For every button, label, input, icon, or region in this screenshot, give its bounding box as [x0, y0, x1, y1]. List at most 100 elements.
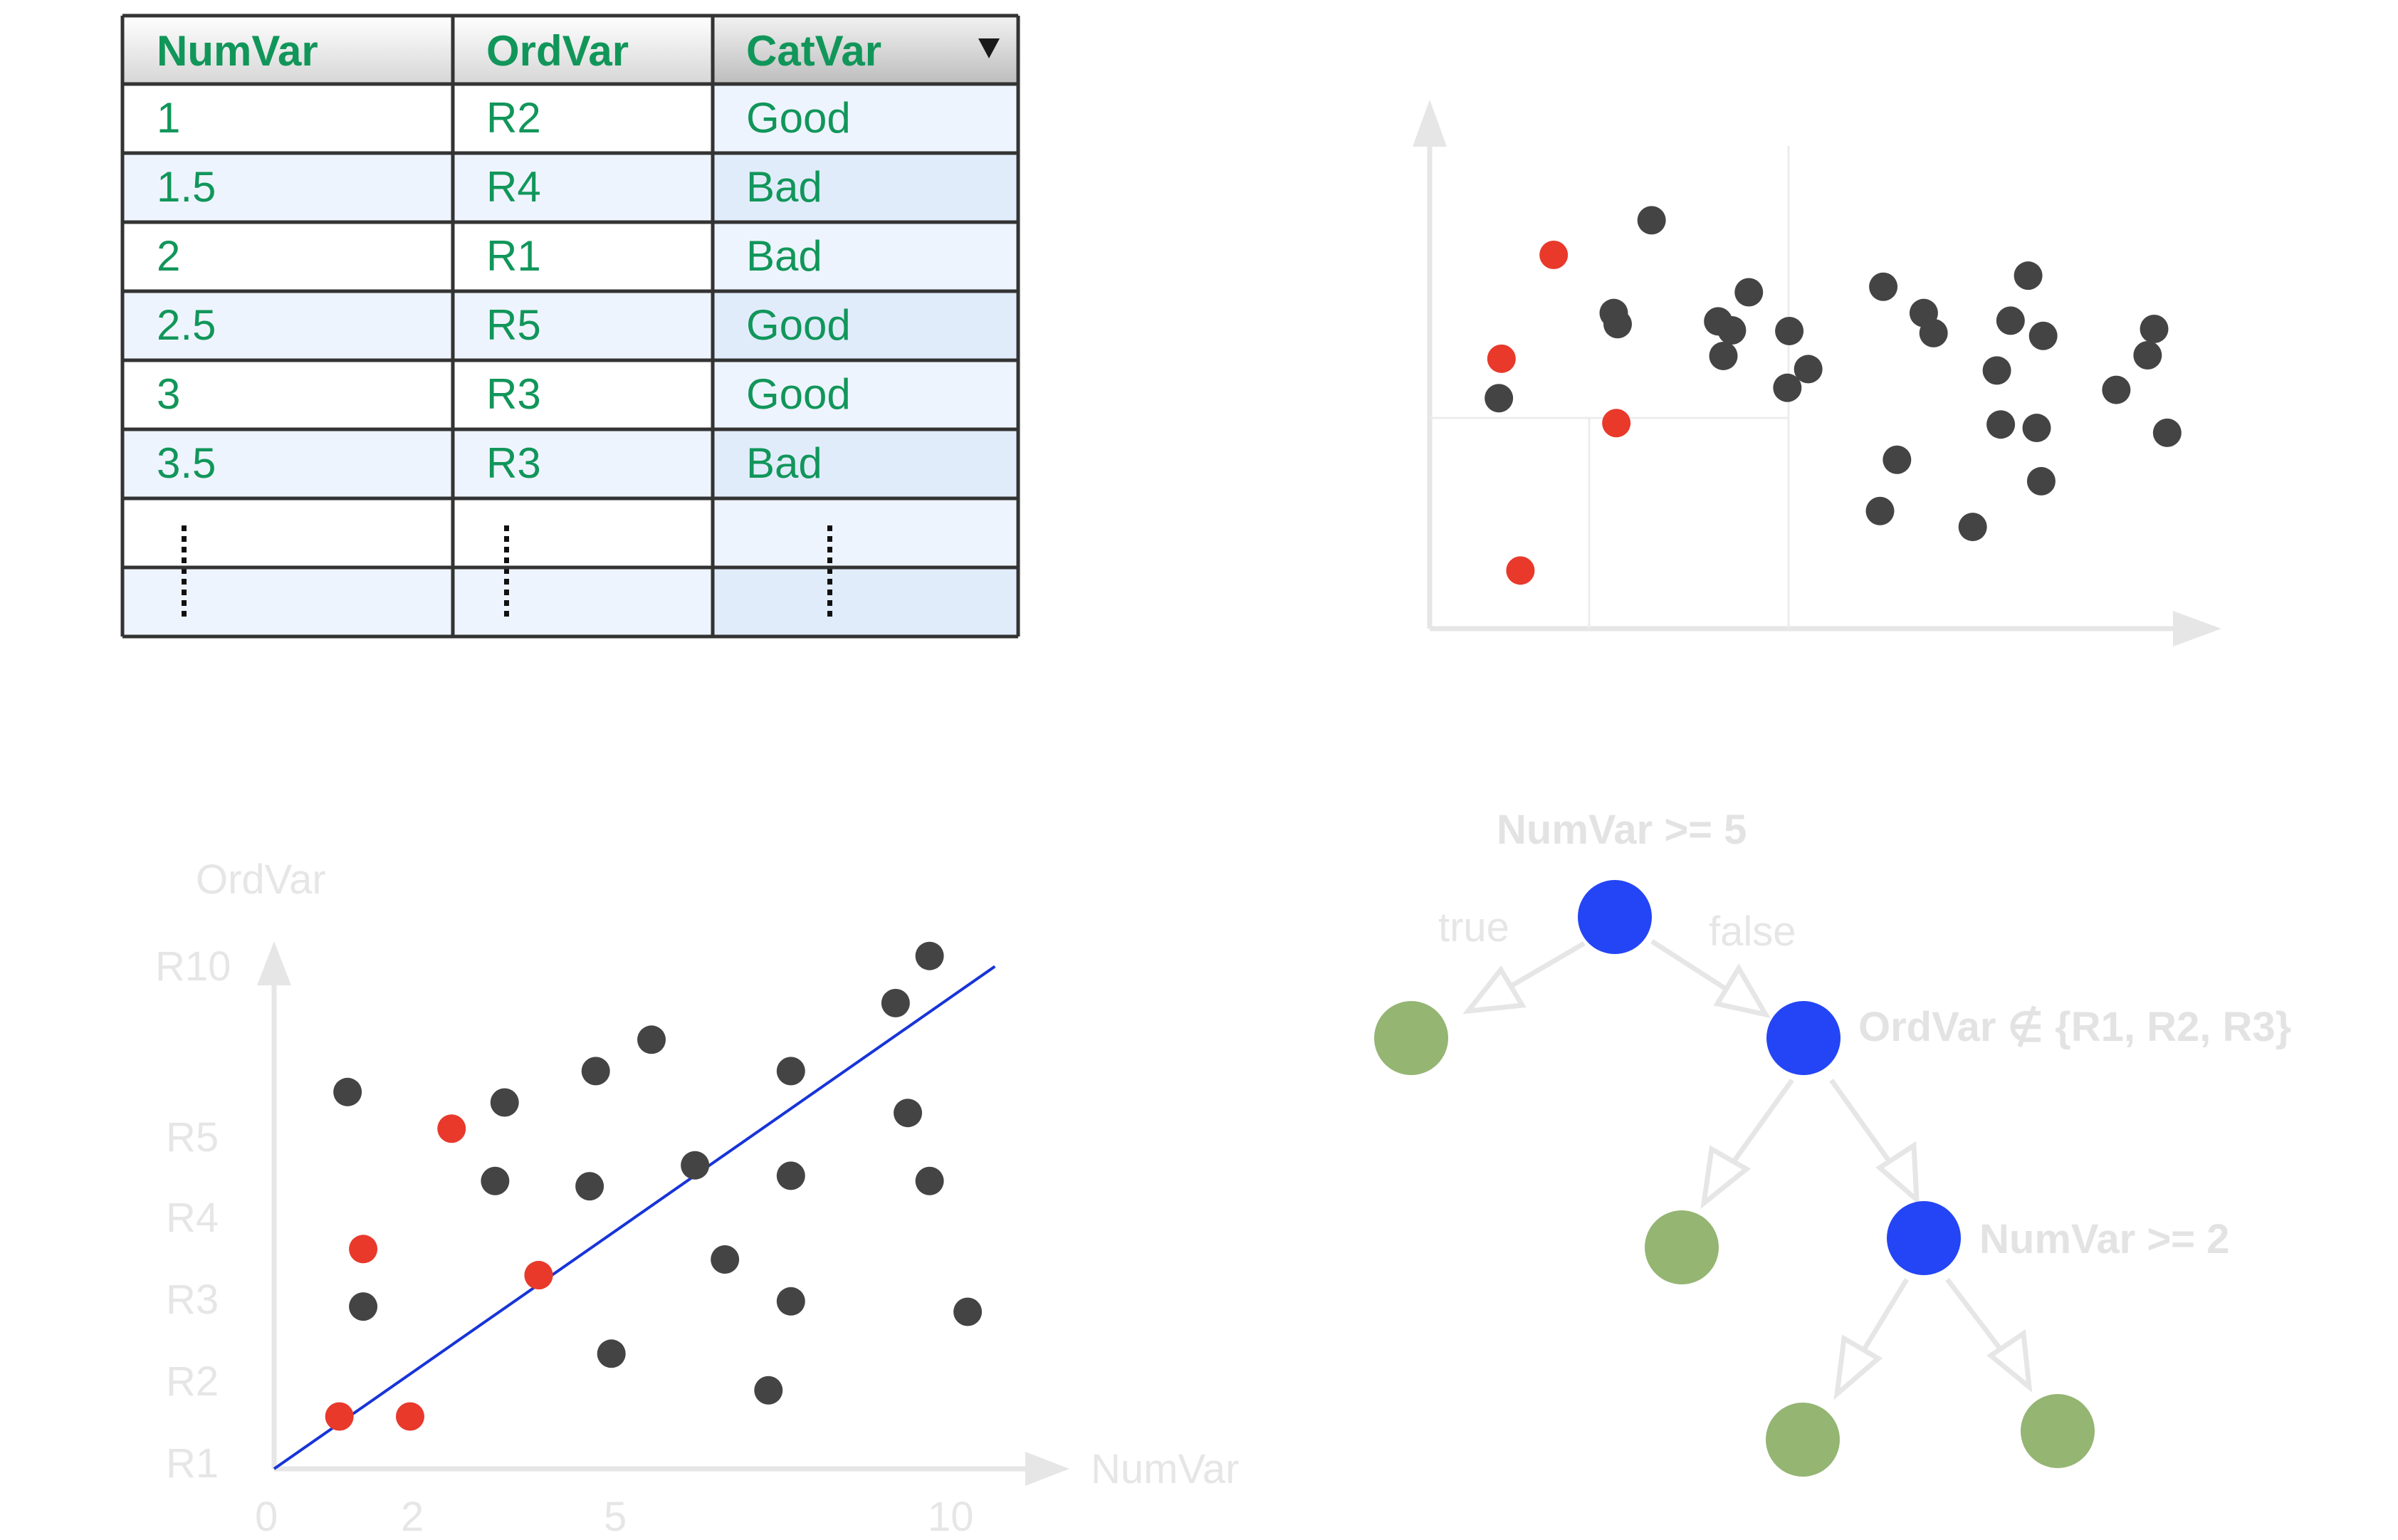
table-cell: 2.5: [157, 301, 216, 349]
scatter-point: [1773, 373, 1802, 402]
decision-tree: NumVar >= 5 true false OrdVar ∉ {R1, R2,…: [1374, 807, 2291, 1477]
ellipsis-dot: [827, 525, 832, 531]
scatter-point: [575, 1172, 604, 1201]
table-cell-bg: [713, 498, 1018, 567]
table-grid-lines: [120, 14, 1020, 639]
scatter-point: [1734, 278, 1764, 307]
scatter-point: [1919, 318, 1948, 347]
scatter-point: [1869, 272, 1898, 301]
tree-nodes: [1374, 880, 2095, 1477]
partition-y-arrowhead: [1413, 100, 1447, 147]
table-cell: R1: [486, 232, 541, 280]
ellipsis-dot: [504, 590, 509, 595]
scatter-point: [1717, 315, 1747, 345]
x-tick-label: 2: [401, 1494, 424, 1540]
scatter-point: [953, 1297, 983, 1326]
regression-y-axis-label: OrdVar: [196, 857, 326, 903]
ellipsis-dot: [182, 536, 187, 542]
y-tick-label: R3: [166, 1277, 219, 1323]
table-cell-bg: [122, 567, 453, 637]
arrowhead-split2-left: [1700, 1145, 1752, 1210]
table-cell: Bad: [746, 232, 822, 280]
tree-edge-arrowheads: [1462, 963, 2033, 1400]
partition-points: [1485, 206, 2182, 585]
scatter-point-highlight: [349, 1235, 378, 1264]
table-row: 1 R2 Good: [122, 84, 1018, 153]
true-branch-label: true: [1438, 904, 1509, 950]
leaf-node-numvar-right: [2021, 1394, 2095, 1468]
tree-labels: NumVar >= 5 true false OrdVar ∉ {R1, R2,…: [1438, 807, 2291, 1262]
scatter-point: [1958, 513, 1987, 542]
regression-x-ticks: 0 2 5 10: [255, 1494, 974, 1540]
regression-points: [325, 941, 983, 1431]
table-row: 3.5 R3 Bad: [122, 429, 1018, 498]
table-cell-bg: [453, 498, 713, 567]
scatter-point: [915, 1166, 944, 1195]
scatter-point: [711, 1245, 740, 1274]
table-row: 2.5 R5 Good: [122, 291, 1018, 360]
ellipsis-dot: [182, 557, 187, 563]
ellipsis-dot: [182, 590, 187, 595]
scatter-point: [1883, 445, 1912, 474]
scatter-point: [481, 1166, 510, 1195]
ellipsis-dot: [827, 611, 832, 617]
arrowhead-root-true: [1462, 965, 1527, 1015]
ellipsis-dot: [827, 600, 832, 606]
table-cell-bg: [453, 222, 713, 291]
table-cell: Good: [746, 301, 851, 349]
partition-scatter: [1413, 100, 2221, 646]
table-cell-bg: [713, 567, 1018, 637]
table-cell-bg: [453, 429, 713, 498]
scatter-point-highlight: [437, 1114, 466, 1143]
arrowhead-split3-right: [1986, 1329, 2033, 1393]
scatter-point: [637, 1025, 666, 1054]
table-cell: Bad: [746, 439, 822, 487]
ellipsis-dot: [827, 536, 832, 542]
table-row: [122, 567, 1018, 637]
table-cell-bg: [713, 153, 1018, 222]
ellipsis-dot: [504, 600, 509, 606]
scatter-point: [1603, 310, 1632, 339]
regression-axes: [257, 941, 1069, 1486]
scatter-point-highlight: [1506, 556, 1535, 585]
table-cell-bg: [453, 360, 713, 429]
table-cell: Good: [746, 94, 851, 142]
false-branch-label: false: [1709, 908, 1796, 955]
y-tick-label: R4: [166, 1195, 219, 1241]
scatter-point: [333, 1077, 362, 1106]
scatter-point: [2014, 261, 2043, 290]
scatter-point-highlight: [325, 1402, 354, 1431]
table-cell: Bad: [746, 163, 822, 211]
scatter-point: [776, 1287, 805, 1316]
scatter-point: [2140, 315, 2169, 344]
scatter-point: [1986, 410, 2016, 439]
y-tick-label: R2: [166, 1358, 219, 1405]
catvar-dropdown-icon[interactable]: [978, 38, 1000, 58]
scatter-point: [1865, 496, 1895, 525]
regression-line: [273, 965, 996, 1470]
scatter-point: [2022, 414, 2051, 443]
ellipsis-dot: [182, 568, 187, 574]
scatter-point: [2026, 466, 2056, 496]
vertical-ellipsis-icon: [504, 525, 509, 617]
ellipsis-dot: [504, 557, 509, 563]
regression-x-axis-label: NumVar: [1091, 1446, 1239, 1492]
y-tick-label: R5: [166, 1114, 219, 1161]
table-body: 1 R2 Good 1.5 R4 Bad 2 R1 Bad 2.5 R5 Good 3 R3 Good 3.5…: [122, 84, 1018, 637]
regression-y-ticks: R1 R2 R3 R4 R5 R10: [155, 943, 231, 1487]
scatter-point-highlight: [1487, 344, 1516, 373]
table-cell-bg: [453, 291, 713, 360]
ellipsis-dot: [504, 547, 509, 552]
scatter-point: [2133, 340, 2162, 370]
ellipsis-dot: [504, 525, 509, 531]
split-node-root: [1578, 880, 1652, 954]
arrowhead-split2-right: [1875, 1141, 1920, 1206]
table-header-cell: [453, 16, 713, 84]
table-header-cell: [122, 16, 453, 84]
scatter-point: [1794, 355, 1823, 384]
table-cell-bg: [122, 153, 453, 222]
split-node-numvar: [1887, 1201, 1961, 1275]
table-cell: R4: [486, 163, 541, 211]
table-row: [122, 498, 1018, 567]
